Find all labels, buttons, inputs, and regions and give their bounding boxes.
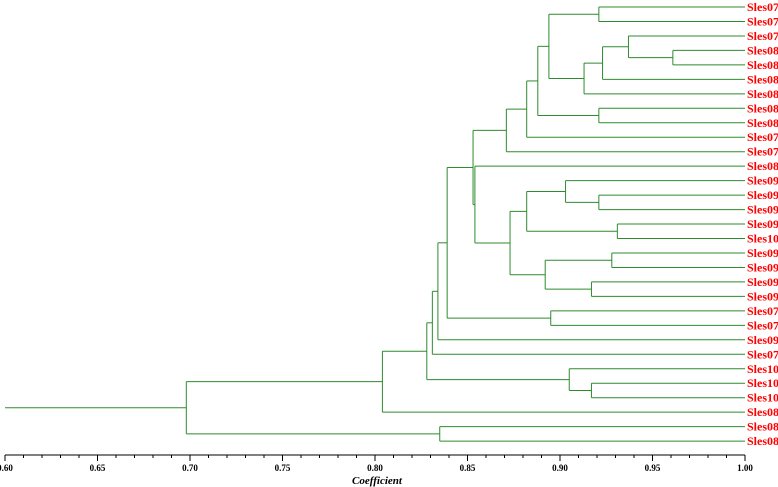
leaf-label: Sles087 [747,72,778,86]
leaf-label: Sles103 [747,391,778,405]
leaf-label: Sles073 [747,130,778,144]
leaf-label: Sles083 [747,420,778,434]
leaf-label: Sles101 [747,362,778,376]
leaf-label: Sles091 [747,188,778,202]
leaf-label: Sles102 [747,376,778,390]
leaf-label: Sles076 [747,318,778,332]
x-axis: 0.60 0.65 0.70 0.75 0.80 0.85 0.90 0.95 1.00 [0,454,753,473]
x-tick-label: 0.90 [552,463,568,473]
leaf-label: Sles086 [747,101,778,115]
x-tick-label: 1.00 [737,463,753,473]
x-tick-label: 0.95 [645,463,661,473]
leaf-label: Sles072 [747,0,778,14]
leaf-label: Sles074 [747,347,778,361]
leaf-label: Sles077 [747,14,778,28]
leaf-labels: Sles072Sles077Sles078Sles080Sles081Sles0… [747,0,778,448]
leaf-label: Sles089 [747,159,778,173]
leaf-label: Sles084 [747,434,778,448]
leaf-label: Sles098 [747,333,778,347]
x-tick-label: 0.70 [182,463,198,473]
leaf-label: Sles096 [747,275,778,289]
leaf-label: Sles099 [747,217,778,231]
x-tick-label: 0.85 [460,463,476,473]
x-tick-label: 0.80 [367,463,383,473]
leaf-label: Sles093 [747,203,778,217]
leaf-label: Sles080 [747,43,778,57]
dendrogram-branches [5,6,745,442]
leaf-label: Sles079 [747,145,778,159]
x-tick-label: 0.75 [275,463,291,473]
leaf-label: Sles094 [747,246,778,260]
leaf-label: Sles085 [747,405,778,419]
leaf-label: Sles082 [747,87,778,101]
leaf-label: Sles075 [747,304,778,318]
leaf-label: Sles097 [747,289,778,303]
leaf-label: Sles088 [747,116,778,130]
leaf-label: Sles090 [747,174,778,188]
leaf-label: Sles095 [747,260,778,274]
x-tick-label: 0.60 [0,463,13,473]
leaf-label: Sles100 [747,232,778,246]
leaf-label: Sles078 [747,29,778,43]
x-tick-label: 0.65 [90,463,106,473]
leaf-label: Sles081 [747,58,778,72]
x-axis-title: Coefficient [352,475,403,487]
